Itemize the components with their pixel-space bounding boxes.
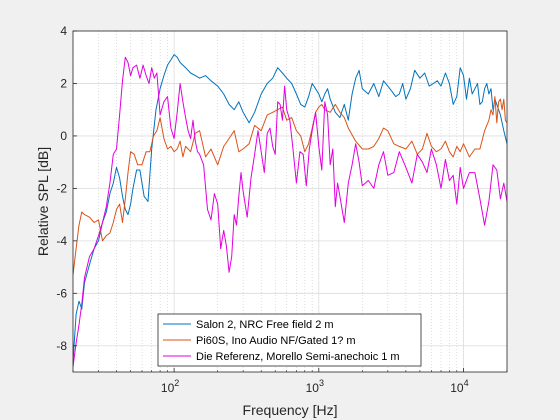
- legend-entries: Salon 2, NRC Free field 2 m Pi60S, Ino Au…: [163, 319, 400, 363]
- plot-box: [72, 30, 508, 373]
- x-axis-label: Frequency [Hz]: [243, 402, 338, 418]
- x-tick-label: 102: [161, 378, 179, 395]
- series-line-3: [73, 56, 507, 367]
- y-ticks: -8 -6 -4 -2 0 2 4: [56, 24, 77, 353]
- legend-box: [157, 313, 422, 367]
- series-layer: [73, 54, 507, 367]
- y-tick-label: -4: [56, 234, 67, 248]
- legend-label-2: Pi60S, Ino Audio NF/Gated 1? m: [196, 335, 356, 347]
- y-tick-label: 2: [60, 76, 67, 90]
- y-tick-label: 0: [60, 129, 67, 143]
- x-tick-label: 103: [306, 378, 324, 395]
- y-axis-label: Relative SPL [dB]: [35, 147, 51, 256]
- x-tick-label: 104: [450, 378, 468, 395]
- legend: Salon 2, NRC Free field 2 m Pi60S, Ino Au…: [157, 313, 422, 367]
- series-line-1: [73, 54, 507, 362]
- legend-label-3: Die Referenz, Morello Semi-anechoic 1 m: [196, 351, 400, 363]
- y-tick-label: -8: [56, 339, 67, 353]
- y-tick-label: 4: [60, 24, 67, 38]
- x-ticks: 102 103 104: [72, 368, 508, 395]
- y-tick-label: -6: [56, 286, 67, 300]
- legend-label-1: Salon 2, NRC Free field 2 m: [196, 319, 334, 331]
- y-tick-label: -2: [56, 181, 67, 195]
